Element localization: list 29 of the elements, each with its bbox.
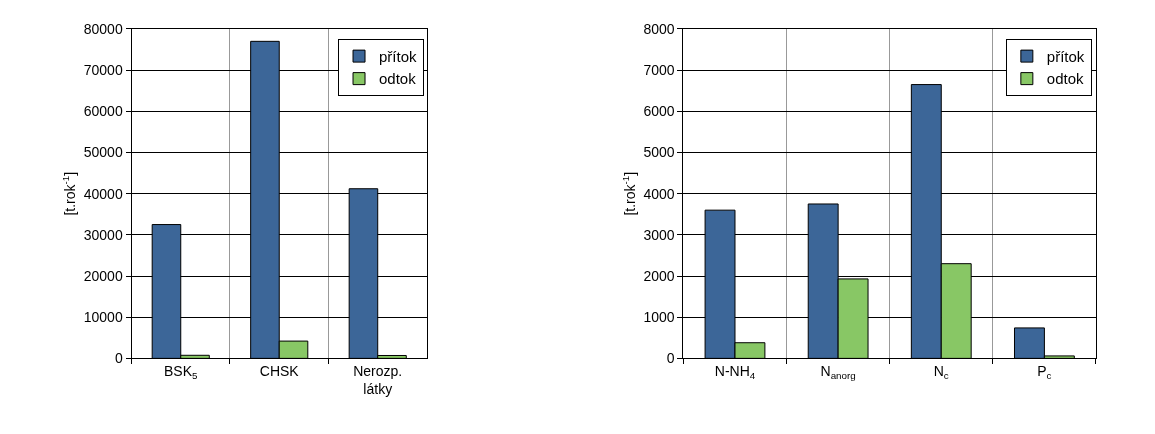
legend-label: přítok: [379, 47, 418, 65]
y-tick-label: 30000: [83, 226, 123, 243]
x-tick-label: N$_{c}$: [933, 363, 949, 382]
x-tick-label: N-NH$_{4}$: [714, 363, 756, 382]
y-tick-label: 70000: [83, 62, 123, 79]
x-tick-label: P$_{c}$: [1037, 363, 1052, 382]
x-tick-label: CHSK: [259, 363, 300, 380]
y-tick-label: 8000: [643, 20, 675, 37]
y-tick-label: 4000: [643, 185, 675, 202]
y-tick-label: 10000: [83, 309, 123, 326]
y-tick-label: 7000: [643, 62, 675, 79]
legend-label: přítok: [1046, 47, 1085, 65]
y-tick-label: 20000: [83, 267, 123, 284]
y-tick-label: 0: [114, 350, 123, 367]
x-tick-label: N$_{anorg}$: [820, 363, 856, 382]
y-tick-label: 1000: [643, 309, 675, 326]
y-tick-label: 3000: [643, 226, 675, 243]
x-tick-label: BSK$_{5}$: [164, 363, 199, 382]
y-tick-label: 5000: [643, 144, 675, 161]
y-tick-label: 80000: [83, 20, 123, 37]
y-tick-label: 6000: [643, 103, 675, 120]
y-tick-label: 0: [666, 350, 675, 367]
legend-label: odtok: [1046, 70, 1085, 88]
y-tick-label: 40000: [83, 185, 123, 202]
legend-label: odtok: [379, 70, 417, 88]
y-tick-label: 50000: [83, 144, 123, 161]
y-tick-label: 2000: [643, 267, 675, 284]
x-tick-label: Nerozp. látky: [353, 363, 403, 398]
y-tick-label: 60000: [83, 103, 123, 120]
